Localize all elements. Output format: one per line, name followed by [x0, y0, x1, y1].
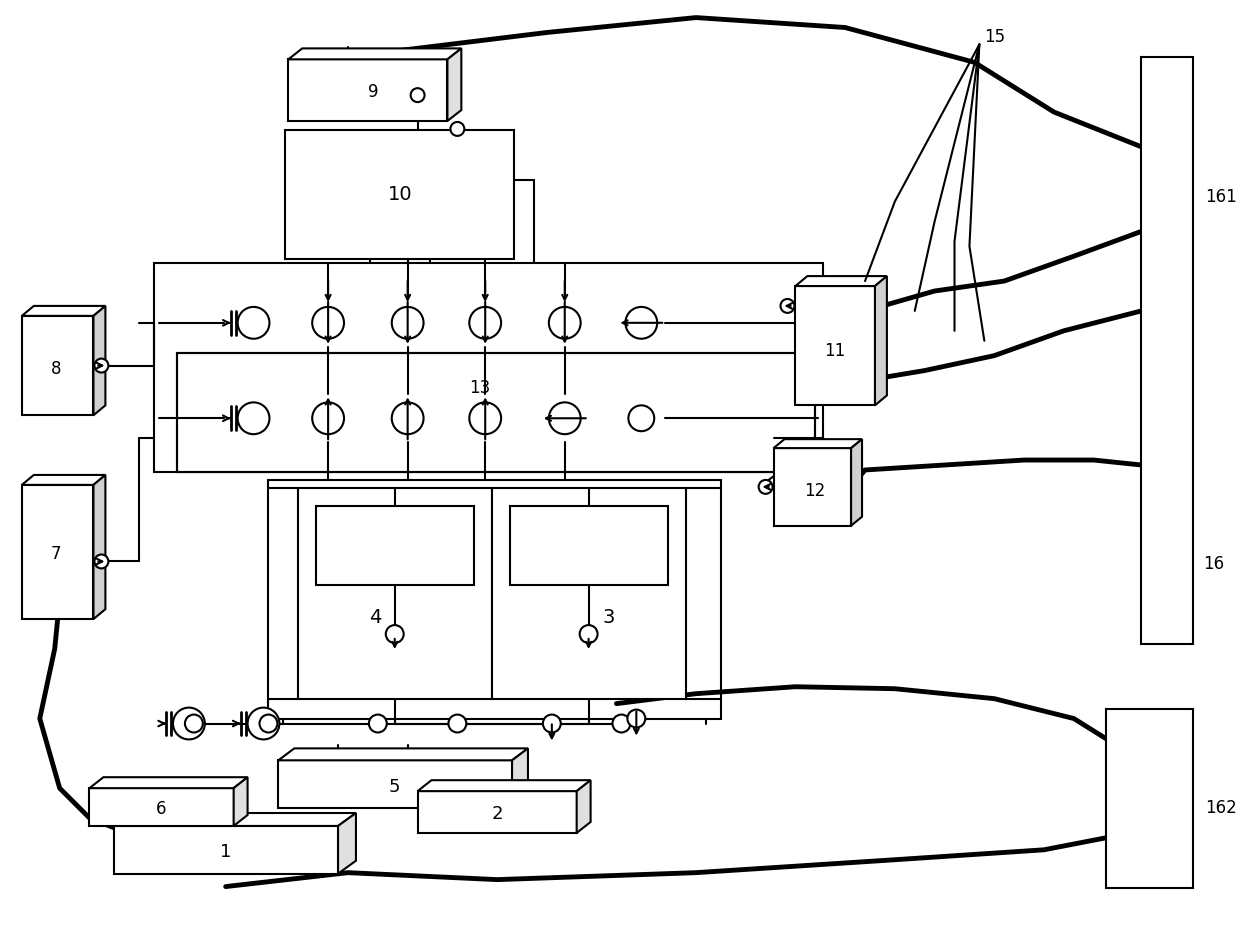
Circle shape — [185, 715, 203, 733]
Text: 162: 162 — [1205, 799, 1236, 817]
Polygon shape — [774, 439, 862, 448]
Text: 6: 6 — [156, 800, 166, 818]
Bar — [279, 761, 512, 808]
Text: 12: 12 — [804, 482, 825, 500]
Polygon shape — [448, 48, 461, 121]
Polygon shape — [875, 277, 887, 405]
Circle shape — [94, 555, 108, 569]
Polygon shape — [577, 780, 590, 833]
Text: 7: 7 — [51, 546, 61, 563]
Circle shape — [94, 358, 108, 372]
Polygon shape — [93, 306, 105, 415]
Bar — [22, 316, 93, 415]
Circle shape — [625, 307, 657, 339]
Bar — [268, 479, 720, 719]
Circle shape — [613, 715, 630, 733]
Circle shape — [386, 625, 404, 643]
Circle shape — [392, 402, 424, 434]
Polygon shape — [114, 813, 356, 826]
Bar — [89, 789, 233, 826]
Polygon shape — [22, 306, 105, 316]
Text: 1: 1 — [219, 843, 232, 861]
Circle shape — [312, 402, 343, 434]
Circle shape — [449, 715, 466, 733]
Text: 3: 3 — [603, 608, 615, 627]
Bar — [285, 130, 515, 259]
Bar — [154, 263, 823, 472]
Circle shape — [238, 307, 269, 339]
Text: 15: 15 — [985, 29, 1006, 47]
Bar — [177, 353, 816, 472]
Circle shape — [238, 402, 269, 434]
Polygon shape — [22, 475, 105, 485]
Bar — [1106, 708, 1193, 887]
Text: 11: 11 — [825, 342, 846, 359]
Circle shape — [248, 708, 279, 739]
Circle shape — [469, 402, 501, 434]
Text: 5: 5 — [389, 778, 401, 796]
Circle shape — [543, 715, 560, 733]
Circle shape — [450, 122, 464, 136]
Bar — [114, 826, 339, 873]
Bar — [492, 488, 686, 698]
Circle shape — [780, 299, 795, 313]
Circle shape — [759, 479, 773, 493]
Circle shape — [629, 405, 655, 431]
Bar — [299, 488, 492, 698]
Circle shape — [549, 402, 580, 434]
Text: 161: 161 — [1205, 187, 1236, 206]
Text: 13: 13 — [470, 380, 491, 398]
Text: 4: 4 — [368, 608, 381, 627]
Circle shape — [410, 88, 424, 102]
Circle shape — [392, 307, 424, 339]
Circle shape — [312, 307, 343, 339]
Polygon shape — [512, 749, 528, 808]
Polygon shape — [289, 48, 461, 60]
Text: 16: 16 — [1203, 556, 1224, 573]
Polygon shape — [339, 813, 356, 873]
Circle shape — [368, 715, 387, 733]
Bar — [510, 506, 668, 586]
Bar — [774, 448, 851, 526]
Circle shape — [259, 715, 278, 733]
Bar — [1142, 58, 1193, 644]
Circle shape — [174, 708, 205, 739]
Circle shape — [549, 307, 580, 339]
Text: 2: 2 — [491, 805, 503, 823]
Circle shape — [469, 307, 501, 339]
Polygon shape — [418, 780, 590, 791]
Text: 8: 8 — [51, 359, 61, 378]
Polygon shape — [93, 475, 105, 619]
Polygon shape — [851, 439, 862, 526]
Bar — [316, 506, 474, 586]
Circle shape — [579, 625, 598, 643]
Bar — [795, 286, 875, 405]
Polygon shape — [233, 777, 248, 826]
Polygon shape — [795, 277, 887, 286]
Bar — [418, 791, 577, 833]
Text: 10: 10 — [387, 185, 412, 204]
Bar — [22, 485, 93, 619]
Text: 9: 9 — [367, 83, 378, 101]
Bar — [289, 60, 448, 121]
Circle shape — [627, 709, 645, 727]
Polygon shape — [89, 777, 248, 789]
Polygon shape — [279, 749, 528, 761]
